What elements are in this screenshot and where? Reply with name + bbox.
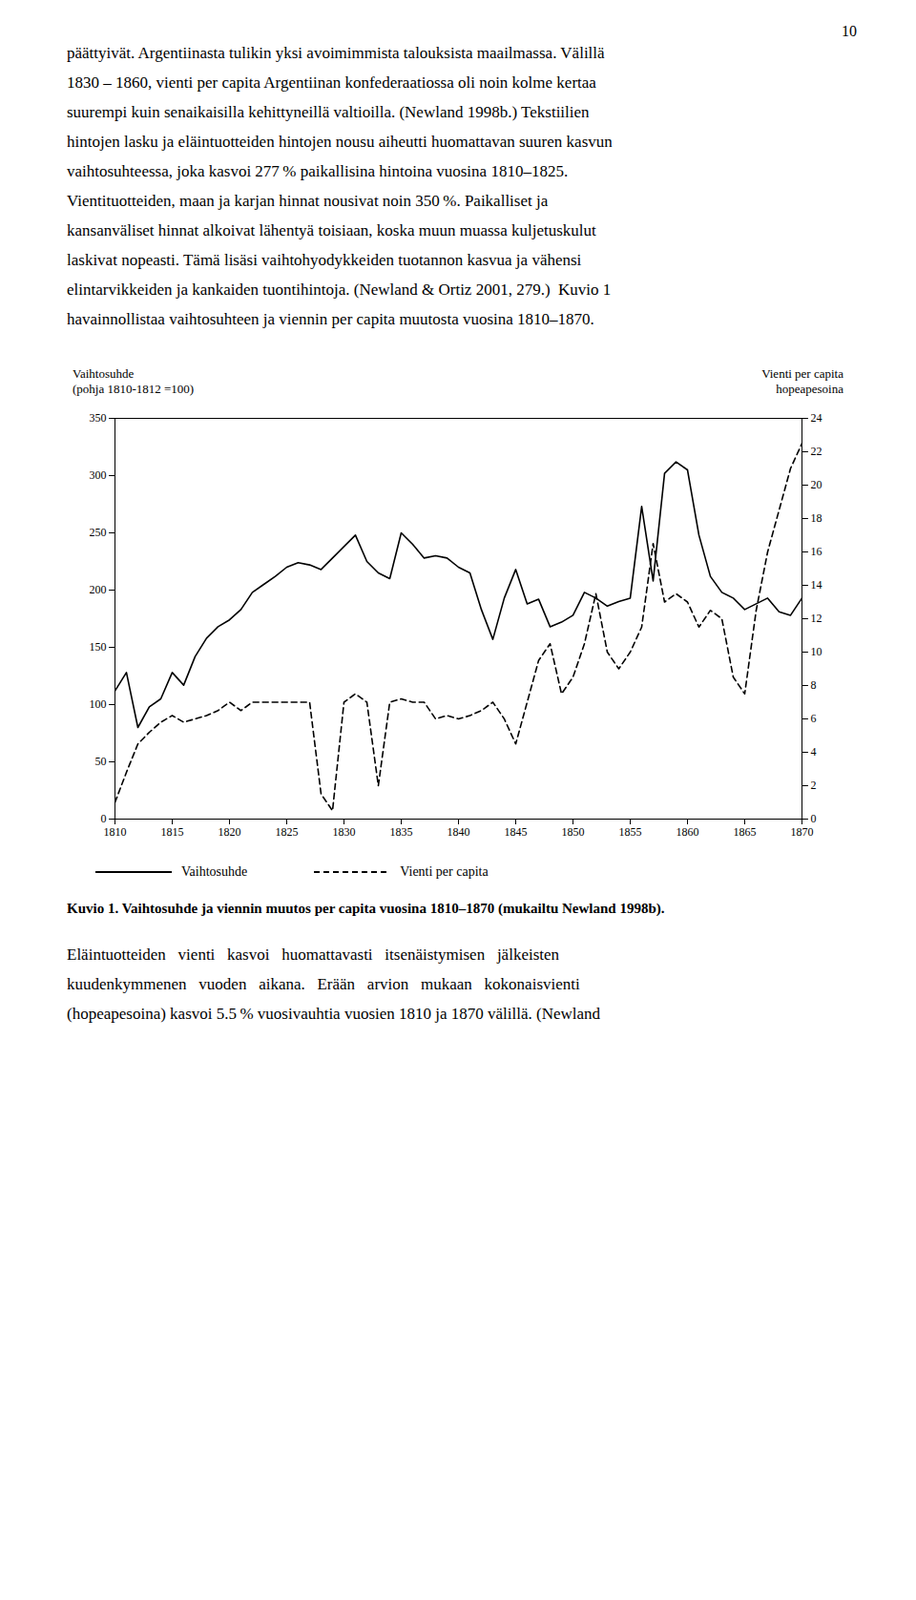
svg-text:8: 8	[811, 678, 817, 692]
html-text:Vienti per capita hopeapesoina: Vienti per capita hopeapesoina	[761, 366, 844, 396]
svg-text:350: 350	[89, 411, 107, 425]
html-text:(hopeapesoina) kasvoi 5.5 % vu: (hopeapesoina) kasvoi 5.5 % vuosivauhtia…	[66, 1004, 601, 1023]
html-text:Kuvio 1. Vaihtosuhde ja vienni: Kuvio 1. Vaihtosuhde ja viennin muutos p…	[66, 900, 665, 916]
html-text:hintojen lasku ja eläintuottei: hintojen lasku ja eläintuotteiden hintoj…	[66, 132, 613, 151]
html-text:Vaihtosuhde (pohja 1810-1812 =: Vaihtosuhde (pohja 1810-1812 =100)	[72, 366, 194, 396]
html-text:kuudenkymmenen vuoden aikana.: kuudenkymmenen vuoden aikana. Erään arvi…	[66, 975, 580, 994]
svg-text:0: 0	[811, 811, 817, 826]
html-text:kansanväliset hinnat alkoivat: kansanväliset hinnat alkoivat lähentyä t…	[66, 221, 597, 240]
html-text:Eläintuotteiden vienti kasvoi: Eläintuotteiden vienti kasvoi huomattava…	[66, 945, 560, 964]
html-text:1830 – 1860, vienti per capita: 1830 – 1860, vienti per capita Argentiin…	[66, 73, 597, 92]
svg-text:20: 20	[811, 478, 823, 492]
svg-text:24: 24	[811, 411, 823, 425]
svg-text:1865: 1865	[733, 825, 757, 839]
svg-text:1810: 1810	[104, 825, 127, 839]
svg-text:250: 250	[89, 525, 107, 540]
html-text:havainnollistaa vaihtosuhteen: havainnollistaa vaihtosuhteen ja viennin…	[66, 310, 595, 329]
html-text:suurempi kuin senaikaisilla ke: suurempi kuin senaikaisilla kehittyneill…	[66, 103, 590, 122]
svg-text:22: 22	[811, 444, 823, 458]
svg-text:4: 4	[811, 745, 817, 759]
svg-text:12: 12	[811, 611, 823, 625]
svg-text:1835: 1835	[390, 825, 414, 839]
svg-text:50: 50	[95, 754, 107, 769]
html-text:Vientituotteiden, maan ja karj: Vientituotteiden, maan ja karjan hinnat …	[66, 191, 548, 210]
svg-text:6: 6	[811, 711, 817, 726]
html-text:Vaihtosuhde: Vaihtosuhde	[181, 864, 248, 879]
svg-text:2: 2	[811, 778, 817, 792]
svg-text:1860: 1860	[676, 825, 700, 839]
svg-text:150: 150	[89, 640, 107, 654]
svg-text:1840: 1840	[447, 825, 471, 839]
svg-text:100: 100	[89, 697, 107, 711]
html-text:vaihtosuhteessa, joka kasvoi 2: vaihtosuhteessa, joka kasvoi 277 % paika…	[66, 162, 568, 181]
svg-text:1825: 1825	[275, 825, 299, 839]
svg-text:14: 14	[811, 578, 823, 592]
html-text:10: 10	[841, 22, 857, 40]
svg-text:1870: 1870	[791, 825, 814, 839]
svg-text:1855: 1855	[619, 825, 643, 839]
svg-text:300: 300	[89, 468, 107, 482]
svg-text:1845: 1845	[504, 825, 528, 839]
html-text:päättyivät. Argentiinasta tuli: päättyivät. Argentiinasta tulikin yksi a…	[66, 43, 605, 63]
svg-text:0: 0	[101, 811, 107, 826]
svg-text:18: 18	[811, 511, 823, 525]
svg-text:1815: 1815	[161, 825, 185, 839]
svg-text:1830: 1830	[333, 825, 356, 839]
svg-text:16: 16	[811, 544, 823, 559]
svg-text:200: 200	[89, 582, 107, 597]
html-text:laskivat nopeasti. Tämä lisäsi: laskivat nopeasti. Tämä lisäsi vaihtohyo…	[66, 250, 582, 270]
svg-text:1850: 1850	[562, 825, 585, 839]
svg-text:1820: 1820	[218, 825, 242, 839]
svg-text:10: 10	[811, 645, 823, 659]
html-text:Vienti per capita: Vienti per capita	[399, 864, 489, 879]
html-text:elintarvikkeiden ja kankaiden: elintarvikkeiden ja kankaiden tuontihint…	[66, 280, 611, 299]
